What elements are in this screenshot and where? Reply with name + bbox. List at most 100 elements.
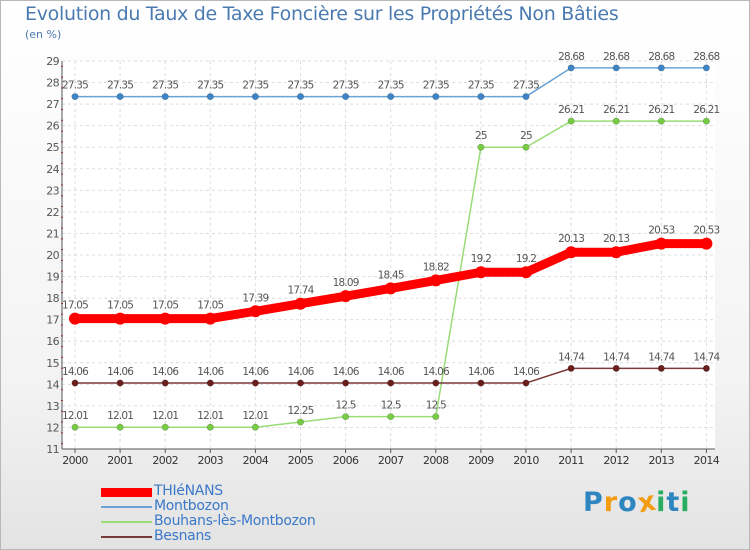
data-point[interactable] — [477, 379, 485, 387]
data-point[interactable] — [339, 290, 352, 303]
data-point[interactable] — [116, 379, 124, 387]
data-label: 20.53 — [693, 225, 719, 237]
data-point[interactable] — [657, 117, 665, 125]
data-point[interactable] — [387, 413, 395, 421]
data-point[interactable] — [206, 379, 214, 387]
data-point[interactable] — [71, 423, 79, 431]
data-point[interactable] — [567, 64, 575, 72]
x-tick-label: 2012 — [603, 454, 629, 467]
data-point[interactable] — [612, 64, 620, 72]
data-point[interactable] — [432, 413, 440, 421]
data-point[interactable] — [520, 266, 532, 279]
data-point[interactable] — [206, 93, 214, 101]
logo-letter: i — [656, 487, 667, 518]
data-point[interactable] — [655, 237, 668, 250]
data-point[interactable] — [161, 423, 169, 431]
logo-letter: o — [618, 487, 638, 518]
data-point[interactable] — [702, 117, 710, 125]
data-label: 28.68 — [558, 51, 584, 63]
data-point[interactable] — [251, 379, 259, 387]
data-label: 12.01 — [152, 410, 178, 422]
data-point[interactable] — [522, 379, 530, 387]
data-point[interactable] — [161, 93, 169, 101]
data-point[interactable] — [206, 423, 214, 431]
data-point[interactable] — [474, 266, 487, 279]
x-tick-label: 2014 — [694, 454, 720, 467]
legend-swatch — [101, 487, 152, 497]
data-label: 27.35 — [152, 80, 178, 92]
data-label: 25 — [475, 130, 487, 142]
data-label: 28.68 — [693, 51, 719, 63]
data-point[interactable] — [161, 379, 169, 387]
data-point[interactable] — [296, 379, 304, 387]
y-tick-label: 19 — [46, 271, 59, 284]
y-tick-label: 25 — [46, 141, 59, 154]
data-point[interactable] — [71, 379, 79, 387]
data-label: 12.5 — [426, 400, 446, 412]
data-label: 20.13 — [558, 233, 584, 245]
data-label: 14.06 — [152, 366, 179, 378]
data-label: 27.35 — [107, 80, 133, 92]
data-point[interactable] — [251, 423, 259, 431]
data-point[interactable] — [114, 312, 127, 325]
data-label: 27.35 — [468, 80, 494, 92]
data-label: 18.82 — [423, 261, 449, 273]
data-point[interactable] — [432, 93, 440, 101]
data-point[interactable] — [69, 312, 81, 325]
data-label: 17.05 — [197, 300, 223, 312]
data-point[interactable] — [477, 143, 485, 151]
data-point[interactable] — [700, 237, 713, 250]
data-label: 14.74 — [558, 351, 585, 363]
data-point[interactable] — [384, 282, 397, 295]
legend-label: Besnans — [154, 528, 212, 544]
data-point[interactable] — [522, 143, 530, 151]
x-tick-label: 2003 — [197, 454, 223, 467]
data-point[interactable] — [657, 364, 665, 372]
data-point[interactable] — [71, 93, 79, 101]
data-point[interactable] — [296, 418, 304, 426]
x-tick-label: 2000 — [62, 454, 88, 467]
data-point[interactable] — [296, 93, 304, 101]
data-point[interactable] — [116, 423, 124, 431]
data-point[interactable] — [249, 305, 262, 318]
y-tick-label: 15 — [46, 357, 59, 370]
data-label: 27.35 — [62, 80, 88, 92]
data-point[interactable] — [610, 246, 623, 259]
y-tick-label: 11 — [46, 443, 59, 456]
data-point[interactable] — [432, 379, 440, 387]
data-point[interactable] — [429, 274, 442, 287]
data-point[interactable] — [116, 93, 124, 101]
data-point[interactable] — [342, 379, 350, 387]
data-label: 17.05 — [62, 300, 88, 312]
data-label: 14.06 — [468, 366, 495, 378]
y-tick-label: 24 — [46, 163, 59, 176]
logo-letter: P — [583, 487, 604, 518]
data-point[interactable] — [567, 364, 575, 372]
data-point[interactable] — [342, 413, 350, 421]
data-label: 12.01 — [107, 410, 133, 422]
data-point[interactable] — [612, 364, 620, 372]
data-point[interactable] — [477, 93, 485, 101]
data-label: 17.74 — [287, 285, 314, 297]
data-point[interactable] — [159, 312, 172, 325]
data-label: 18.45 — [378, 269, 404, 281]
data-point[interactable] — [204, 312, 217, 325]
data-point[interactable] — [387, 379, 395, 387]
data-point[interactable] — [702, 364, 710, 372]
data-point[interactable] — [342, 93, 350, 101]
legend-label: Montbozon — [154, 498, 229, 514]
data-point[interactable] — [612, 117, 620, 125]
data-label: 14.06 — [107, 366, 134, 378]
data-point[interactable] — [387, 93, 395, 101]
data-point[interactable] — [702, 64, 710, 72]
data-label: 12.01 — [242, 410, 268, 422]
data-point[interactable] — [567, 117, 575, 125]
legend-swatch — [101, 536, 152, 538]
data-label: 20.13 — [603, 233, 629, 245]
data-point[interactable] — [294, 297, 307, 310]
data-point[interactable] — [251, 93, 259, 101]
data-point[interactable] — [522, 93, 530, 101]
data-point[interactable] — [657, 64, 665, 72]
x-tick-label: 2005 — [288, 454, 314, 467]
data-point[interactable] — [565, 246, 578, 259]
